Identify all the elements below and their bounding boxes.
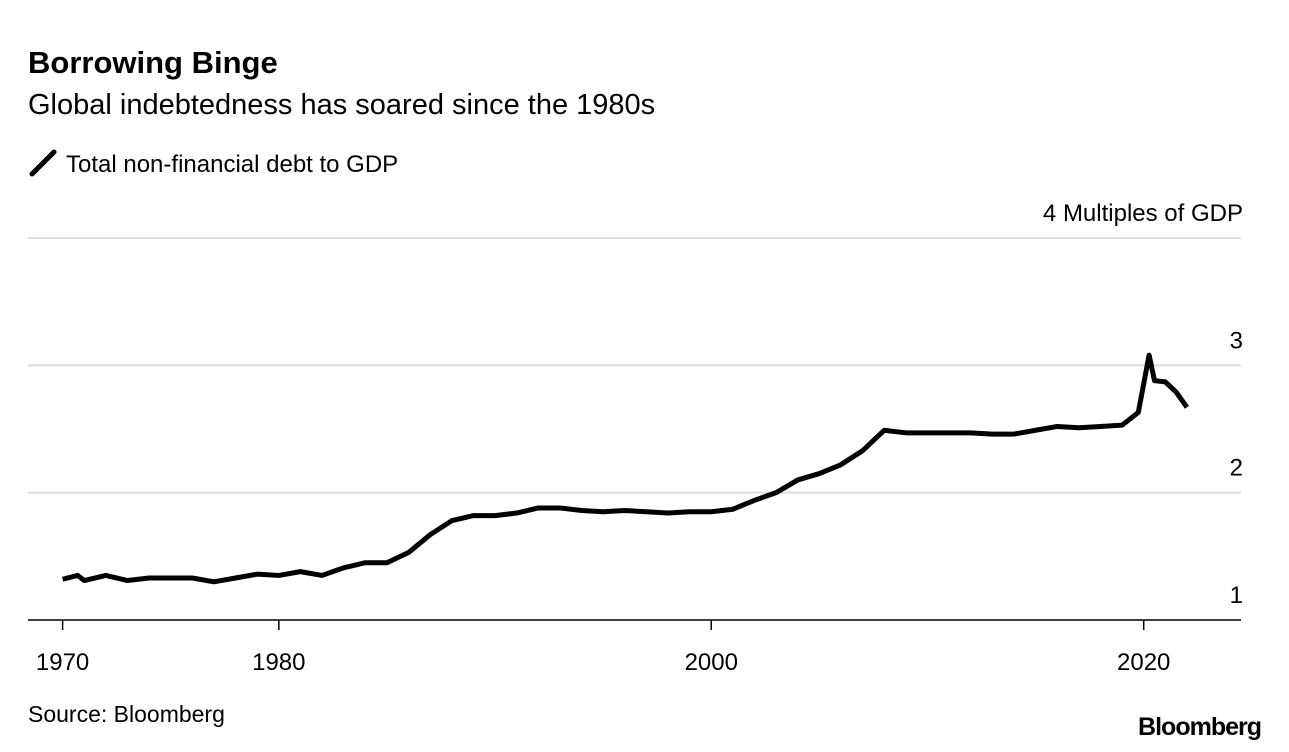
y-tick-label: 3 (1230, 327, 1243, 354)
source: Source: Bloomberg (28, 701, 225, 727)
y-tick-label: 4 Multiples of GDP (1043, 200, 1243, 227)
chart-subtitle: Global indebtedness has soared since the… (28, 89, 655, 121)
y-tick-label: 2 (1230, 455, 1243, 482)
data-line (61, 352, 1189, 585)
x-tick-label: 2020 (1117, 649, 1170, 676)
brand-logo: Bloomberg (1138, 713, 1261, 741)
legend-swatch (29, 149, 57, 177)
y-tick-label: 1 (1230, 582, 1243, 609)
x-tick-label: 1980 (252, 649, 305, 676)
x-tick-label: 2000 (685, 649, 738, 676)
legend-label: Total non-financial debt to GDP (66, 151, 398, 178)
chart-title: Borrowing Binge (28, 45, 278, 80)
x-tick-label: 1970 (36, 649, 89, 676)
